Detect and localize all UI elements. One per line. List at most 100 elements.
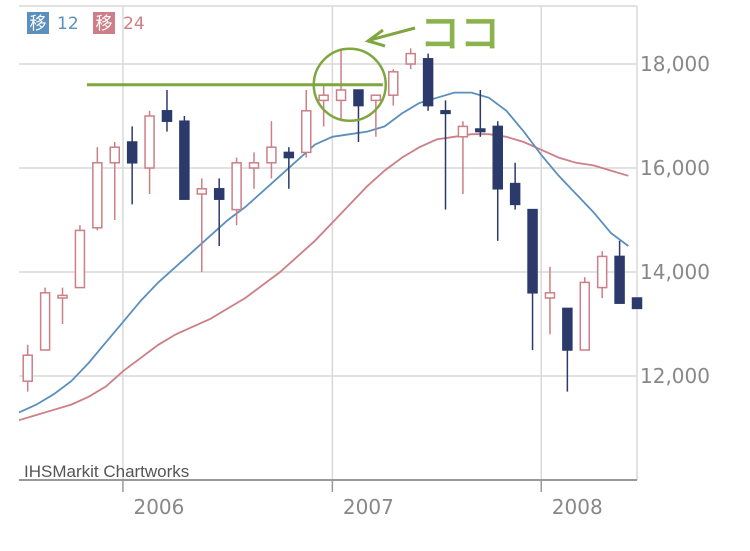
legend: 移 12 移 24 xyxy=(27,12,145,34)
candle-20 xyxy=(370,94,382,137)
candle-body-9 xyxy=(179,120,190,200)
candle-17 xyxy=(318,84,329,127)
candle-4 xyxy=(92,147,103,231)
x-tick-label-0: 2006 xyxy=(133,495,184,519)
candle-33 xyxy=(596,251,608,298)
candle-31 xyxy=(562,307,573,392)
candle-1 xyxy=(39,287,51,351)
candle-body-11 xyxy=(213,188,225,200)
candle-body-29 xyxy=(527,208,538,294)
candle-body-26 xyxy=(475,128,486,133)
candles-series xyxy=(22,48,643,392)
annotation-group xyxy=(86,26,416,123)
candle-10 xyxy=(196,178,208,272)
candle-body-25 xyxy=(457,125,469,138)
candle-25 xyxy=(457,121,469,194)
candle-body-13 xyxy=(248,162,260,169)
ma24-series xyxy=(18,133,629,422)
candle-body-6 xyxy=(126,141,138,164)
candle-34 xyxy=(614,240,625,304)
candle-19 xyxy=(353,89,364,142)
legend-label-1: 12 xyxy=(57,14,79,34)
candle-21 xyxy=(388,69,399,106)
candle-32 xyxy=(579,277,591,351)
candle-30 xyxy=(544,266,556,335)
candle-35 xyxy=(631,297,643,310)
candle-body-31 xyxy=(562,307,573,351)
candle-0 xyxy=(22,344,33,392)
candle-body-27 xyxy=(492,125,503,190)
ma12-series xyxy=(18,91,629,414)
candle-body-7 xyxy=(144,115,155,169)
candle-14 xyxy=(266,121,277,179)
candle-6 xyxy=(126,126,138,205)
candle-body-14 xyxy=(266,146,277,164)
candle-26 xyxy=(475,90,486,137)
candle-22 xyxy=(405,48,416,70)
x-tick-label-1: 2007 xyxy=(343,495,394,519)
candle-body-4 xyxy=(92,162,103,229)
candle-body-0 xyxy=(22,354,33,382)
candle-8 xyxy=(161,90,173,132)
candle-body-10 xyxy=(196,188,208,195)
legend-badge-1 xyxy=(27,12,49,34)
candle-7 xyxy=(144,110,155,194)
candle-body-8 xyxy=(161,110,173,122)
annotation-circle xyxy=(312,47,388,123)
y-tick-label-0: 12,000 xyxy=(640,364,710,388)
chart-credit: IHSMarkit Chartworks xyxy=(24,462,189,481)
candle-12 xyxy=(231,157,242,226)
candle-15 xyxy=(283,147,295,189)
candle-body-20 xyxy=(370,94,382,102)
candle-28 xyxy=(509,162,521,210)
candle-16 xyxy=(300,90,312,158)
candle-3 xyxy=(74,225,86,289)
candle-body-18 xyxy=(335,89,347,102)
candle-2 xyxy=(57,287,68,324)
x-tick-label-2: 2008 xyxy=(552,495,603,519)
candle-body-1 xyxy=(39,292,51,351)
ma24-line xyxy=(18,133,629,422)
candle-body-34 xyxy=(614,255,625,304)
candle-27 xyxy=(492,121,503,241)
candle-body-19 xyxy=(353,89,364,107)
candle-body-22 xyxy=(405,52,416,65)
annotation-arrow-shaft xyxy=(369,26,416,42)
candle-body-5 xyxy=(109,146,120,164)
ma12-line xyxy=(18,91,629,414)
candle-body-17 xyxy=(318,94,329,102)
candle-body-21 xyxy=(388,71,399,96)
candle-body-15 xyxy=(283,151,295,159)
candle-body-23 xyxy=(422,58,434,107)
y-tick-label-3: 18,000 xyxy=(640,52,710,76)
candle-body-33 xyxy=(596,255,608,289)
candle-body-32 xyxy=(579,281,591,351)
candle-body-2 xyxy=(57,294,68,299)
legend-badge-2-text: 移 xyxy=(96,14,113,34)
candle-9 xyxy=(179,116,190,200)
candle-5 xyxy=(109,142,120,220)
legend-label-2: 24 xyxy=(123,14,145,34)
legend-badge-1-text: 移 xyxy=(30,14,47,34)
candle-body-28 xyxy=(509,182,521,206)
y-tick-label-2: 16,000 xyxy=(640,156,710,180)
y-tick-label-1: 14,000 xyxy=(640,260,710,284)
candle-23 xyxy=(422,53,434,111)
candle-body-24 xyxy=(440,110,451,115)
grid-lines xyxy=(19,5,638,480)
candle-11 xyxy=(213,178,225,246)
annotation-arrow-head xyxy=(364,28,386,48)
axes: 12,000 14,000 16,000 18,000 2006 2007 2008 xyxy=(19,52,710,519)
candle-body-30 xyxy=(544,292,556,299)
candle-24 xyxy=(440,100,451,210)
annotation-text: ココ xyxy=(420,11,500,57)
candle-body-3 xyxy=(74,229,86,289)
candle-29 xyxy=(527,208,538,350)
candle-body-12 xyxy=(231,162,242,211)
legend-badge-2 xyxy=(93,12,115,34)
candle-body-35 xyxy=(631,297,643,310)
candle-13 xyxy=(248,152,260,189)
candle-body-16 xyxy=(300,110,312,154)
